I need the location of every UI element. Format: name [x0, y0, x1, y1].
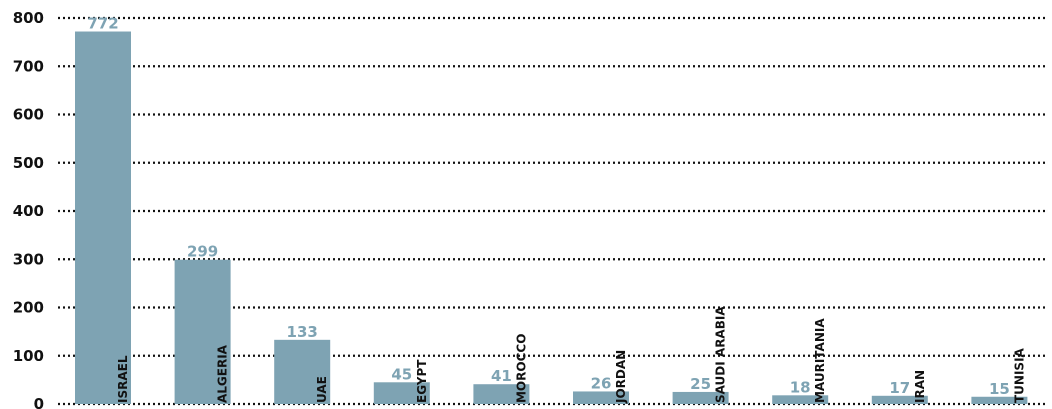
value-label: 15 [989, 380, 1010, 398]
bar-egypt [373, 382, 430, 404]
bar-israel [75, 31, 131, 404]
category-label: ISRAEL [116, 355, 130, 403]
y-tick-label: 400 [13, 202, 44, 220]
bar-jordan [573, 391, 629, 404]
value-labels: 772 299 133 45 41 26 25 18 17 15 [87, 15, 1009, 398]
bar-morocco [473, 384, 530, 404]
category-label: UAE [315, 376, 329, 403]
y-tick-label: 0 [34, 395, 44, 409]
category-label: ALGERIA [216, 344, 230, 403]
y-tick-label: 100 [13, 347, 44, 365]
category-label: MAURITANIA [813, 318, 827, 403]
value-label: 299 [187, 243, 218, 261]
category-label: EGYPT [415, 359, 429, 403]
bar-algeria [174, 259, 231, 404]
y-tick-label: 500 [13, 154, 44, 172]
value-label: 41 [491, 367, 512, 385]
category-labels: ISRAEL ALGERIA UAE EGYPT MOROCCO JORDAN SAUDI … [116, 306, 1026, 404]
bars [75, 31, 1028, 404]
bar-iran [871, 395, 928, 404]
value-label: 772 [87, 15, 118, 33]
value-label: 25 [690, 375, 711, 393]
value-label: 17 [889, 379, 910, 397]
category-label: JORDAN [614, 350, 628, 404]
y-tick-label: 600 [13, 106, 44, 124]
y-tick-label: 800 [13, 9, 44, 27]
category-label: IRAN [913, 370, 927, 403]
bar-uae [274, 339, 331, 404]
category-label: MOROCCO [514, 334, 528, 403]
y-tick-label: 200 [13, 299, 44, 317]
y-axis-ticks: 0 100 200 300 400 500 600 700 800 [13, 9, 44, 409]
category-label: TUNISIA [1012, 347, 1026, 403]
value-label: 26 [591, 374, 612, 392]
y-tick-label: 700 [13, 57, 44, 75]
bar-tunisia [971, 396, 1028, 404]
value-label: 133 [287, 323, 318, 341]
value-label: 18 [790, 378, 811, 396]
y-tick-label: 300 [13, 250, 44, 268]
bar-saudi-arabia [672, 391, 729, 404]
category-label: SAUDI ARABIA [714, 306, 728, 403]
value-label: 45 [391, 365, 412, 383]
bar-mauritania [772, 395, 829, 404]
